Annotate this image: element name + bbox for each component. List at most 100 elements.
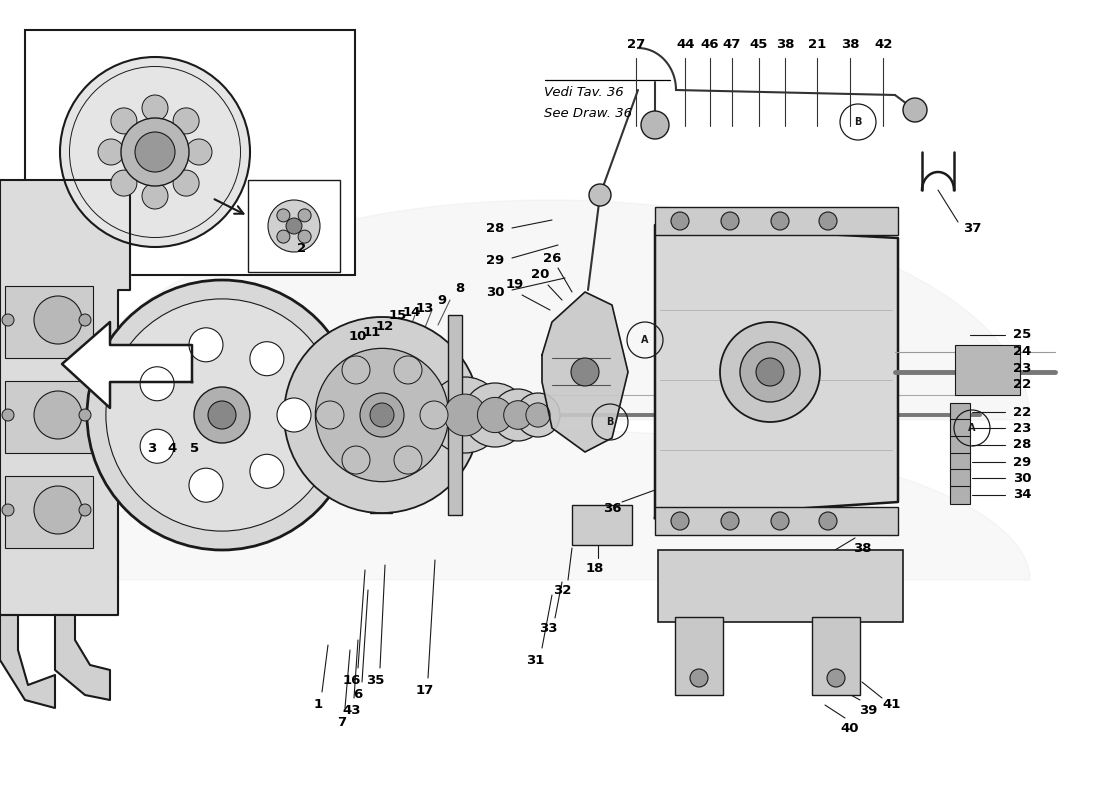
Text: 23: 23 [1013,362,1031,374]
Text: 2: 2 [297,242,307,254]
Circle shape [504,401,532,430]
Text: 31: 31 [526,654,544,666]
Text: 10: 10 [349,330,367,343]
Polygon shape [70,430,1030,580]
Text: 4: 4 [167,442,177,454]
Circle shape [342,356,370,384]
Circle shape [720,322,820,422]
Bar [950,469,970,487]
Circle shape [277,398,311,432]
Text: 22: 22 [1013,378,1031,391]
Circle shape [671,212,689,230]
Text: 35: 35 [366,674,384,686]
Bar [6,381,94,453]
Polygon shape [70,200,1030,420]
Bar [448,315,462,515]
Text: 32: 32 [553,583,571,597]
Text: 33: 33 [539,622,558,634]
Circle shape [477,398,513,433]
Circle shape [444,394,486,436]
Text: 47: 47 [723,38,740,50]
Bar [572,505,632,545]
Circle shape [140,430,174,463]
Circle shape [756,358,784,386]
Circle shape [284,317,480,513]
Text: 3: 3 [147,442,156,454]
Circle shape [111,170,136,196]
Text: 22: 22 [1013,406,1031,418]
Polygon shape [55,615,110,700]
Text: 30: 30 [486,286,504,298]
Text: eurospares: eurospares [658,446,904,546]
Text: 27: 27 [627,38,645,50]
Bar [950,419,970,437]
Circle shape [186,139,212,165]
Circle shape [2,409,14,421]
Text: 46: 46 [701,38,718,50]
Polygon shape [0,615,55,708]
Text: eurospares: eurospares [174,334,420,434]
Circle shape [588,184,610,206]
Bar [370,317,392,513]
Text: 5: 5 [190,442,199,454]
Circle shape [173,170,199,196]
Bar [675,617,723,695]
Circle shape [771,212,789,230]
Circle shape [740,342,800,402]
Text: 15: 15 [389,309,407,322]
Text: 43: 43 [343,703,361,717]
Text: 19: 19 [506,278,524,291]
Circle shape [427,377,503,453]
Circle shape [420,401,448,429]
Text: 25: 25 [1013,329,1031,342]
Polygon shape [654,225,898,518]
Polygon shape [542,292,628,452]
Text: 30: 30 [1013,471,1032,485]
Text: 28: 28 [1013,438,1031,451]
Circle shape [60,57,250,247]
Circle shape [208,401,236,429]
Bar [955,345,1020,395]
Bar [654,207,898,235]
Circle shape [720,512,739,530]
Circle shape [641,111,669,139]
Bar [812,617,860,695]
Text: 37: 37 [962,222,981,234]
Circle shape [360,393,404,437]
Text: A: A [641,335,649,345]
Circle shape [820,512,837,530]
Text: 36: 36 [603,502,622,514]
Circle shape [526,403,550,427]
Circle shape [250,342,284,376]
Circle shape [268,200,320,252]
Circle shape [106,299,338,531]
Circle shape [298,209,311,222]
Text: 38: 38 [842,38,859,50]
Circle shape [34,296,82,344]
Circle shape [316,401,344,429]
Bar [950,403,970,421]
Circle shape [87,280,358,550]
Circle shape [277,230,290,243]
Text: 41: 41 [883,698,901,711]
Text: Vedi Tav. 36: Vedi Tav. 36 [544,86,624,98]
Circle shape [516,393,560,437]
Text: 16: 16 [343,674,361,686]
Bar [654,507,898,535]
Circle shape [342,446,370,474]
Text: 13: 13 [416,302,434,314]
Circle shape [463,383,527,447]
Text: 28: 28 [486,222,504,234]
Circle shape [394,356,422,384]
Circle shape [79,504,91,516]
Text: 11: 11 [363,326,381,338]
Circle shape [571,358,600,386]
FancyBboxPatch shape [248,180,340,272]
Bar [658,550,903,622]
Bar [950,486,970,504]
Circle shape [370,403,394,427]
Text: 18: 18 [586,562,604,574]
Circle shape [189,328,223,362]
Text: 21: 21 [808,38,826,50]
Bar [950,436,970,454]
